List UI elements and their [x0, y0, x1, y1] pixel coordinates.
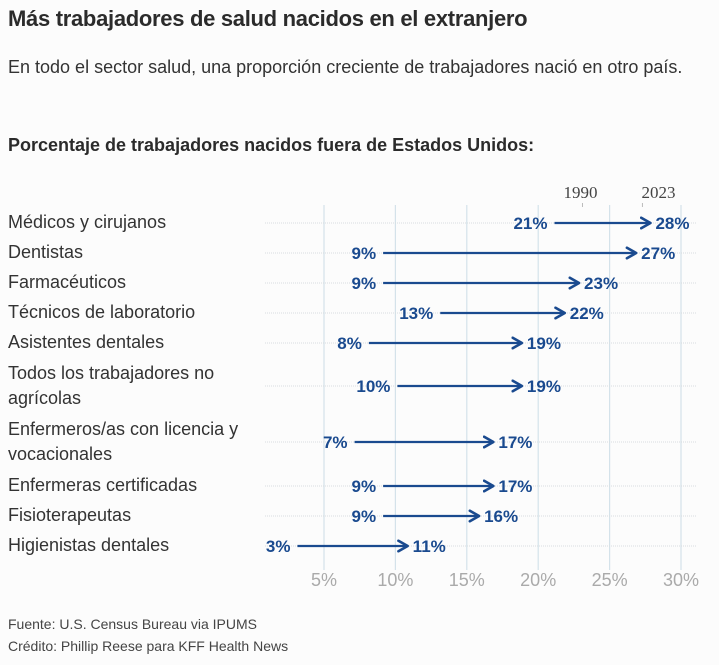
start-value-label: 21%: [513, 214, 547, 233]
row-label: Enfermeras certificadas: [8, 473, 268, 498]
row-label: Asistentes dentales: [8, 330, 268, 355]
chart-title: Más trabajadores de salud nacidos en el …: [8, 6, 528, 31]
x-axis: 5% 10% 15% 20% 25% 30%: [311, 570, 699, 590]
row-label-line: Técnicos de laboratorio: [8, 302, 196, 322]
start-value-label: 10%: [356, 377, 390, 396]
row-label-line: Farmacéuticos: [8, 272, 127, 292]
row-label-line: Higienistas dentales: [8, 535, 170, 555]
row-label: Farmacéuticos: [8, 270, 268, 295]
start-value-label: 7%: [323, 433, 348, 452]
row-label: Enfermeros/as con licencia y vocacionales: [8, 417, 268, 467]
start-value-label: 9%: [352, 507, 377, 526]
row-label-line: vocacionales: [8, 444, 113, 464]
row-label: Todos los trabajadores no agrícolas: [8, 361, 268, 411]
row-label-line: Asistentes dentales: [8, 332, 165, 352]
start-value-label: 8%: [337, 334, 362, 353]
row-label-line: Enfermeras certificadas: [8, 475, 198, 495]
row-label-line: agrícolas: [8, 388, 82, 408]
source-note: Fuente: U.S. Census Bureau via IPUMS: [8, 616, 257, 632]
x-tick-label: 30%: [663, 570, 699, 590]
chart-subtitle: En todo el sector salud, una proporción …: [8, 57, 683, 77]
footer: Fuente: U.S. Census Bureau via IPUMS Cré…: [8, 613, 288, 657]
end-value-label: 16%: [484, 507, 518, 526]
end-value-label: 27%: [641, 244, 675, 263]
end-value-label: 22%: [570, 304, 604, 323]
legend-end-label: 2023: [641, 183, 675, 202]
end-value-label: 11%: [413, 537, 446, 556]
arrow-marks: 21% 28% 9% 27% 9% 23% 13% 22% 8% 19% 10% 19% 7% 17% 9%…: [266, 214, 690, 556]
start-value-label: 3%: [266, 537, 291, 556]
row-label: Técnicos de laboratorio: [8, 300, 268, 325]
legend: 1990 2023: [563, 183, 675, 207]
row-label: Fisioterapeutas: [8, 503, 268, 528]
end-value-label: 28%: [655, 214, 689, 233]
start-value-label: 13%: [399, 304, 433, 323]
row-label: Médicos y cirujanos: [8, 210, 268, 235]
legend-start-label: 1990: [563, 183, 597, 202]
row-label-line: Médicos y cirujanos: [8, 212, 167, 232]
x-tick-label: 20%: [520, 570, 556, 590]
end-value-label: 19%: [527, 377, 561, 396]
row-label-line: Enfermeros/as con licencia y: [8, 419, 239, 439]
x-tick-label: 10%: [377, 570, 413, 590]
x-tick-label: 15%: [449, 570, 485, 590]
start-value-label: 9%: [352, 274, 377, 293]
row-label-line: Fisioterapeutas: [8, 505, 132, 525]
x-tick-label: 5%: [311, 570, 337, 590]
end-value-label: 17%: [498, 477, 532, 496]
end-value-label: 17%: [498, 433, 532, 452]
end-value-label: 19%: [527, 334, 561, 353]
x-tick-label: 25%: [592, 570, 628, 590]
row-guidelines: [265, 222, 697, 547]
gridlines: [323, 205, 682, 570]
row-label: Dentistas: [8, 240, 268, 265]
row-label-line: Todos los trabajadores no: [8, 363, 215, 383]
start-value-label: 9%: [352, 244, 377, 263]
credit-note: Crédito: Phillip Reese para KFF Health N…: [8, 638, 289, 654]
start-value-label: 9%: [352, 477, 377, 496]
end-value-label: 23%: [584, 274, 618, 293]
row-label-line: Dentistas: [8, 242, 84, 262]
row-label: Higienistas dentales: [8, 533, 268, 558]
chart-heading: Porcentaje de trabajadores nacidos fuera…: [8, 135, 535, 155]
arrow-chart: 1990 2023 21% 28%9% 27%9% 23%13% 22%8% 19%10% 1…: [265, 183, 699, 590]
